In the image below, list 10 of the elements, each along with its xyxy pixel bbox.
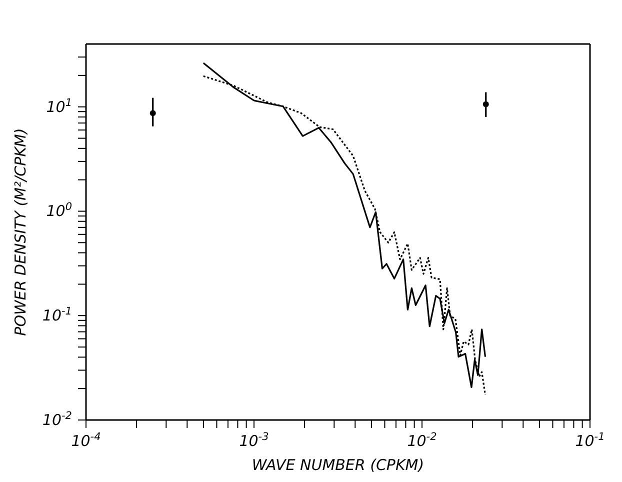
y-tick-label: 10$^{-1}$	[42, 306, 72, 325]
x-axis-title: WAVE NUMBER (CPKM)	[252, 456, 424, 474]
x-tick-label: 10$^{-4}$	[71, 431, 101, 450]
x-tick-label: 10$^{-3}$	[239, 431, 269, 450]
x-tick-label: 10$^{-2}$	[407, 431, 438, 450]
x-tick-label: 10$^{-1}$	[575, 431, 605, 450]
y-tick-label: 10$^{-2}$	[42, 410, 72, 429]
y-tick-label: 10$^{1}$	[46, 96, 72, 116]
y-axis-title: POWER DENSITY (M²/CPKM)	[11, 128, 30, 336]
y-tick-label: 10$^{0}$	[46, 201, 72, 220]
